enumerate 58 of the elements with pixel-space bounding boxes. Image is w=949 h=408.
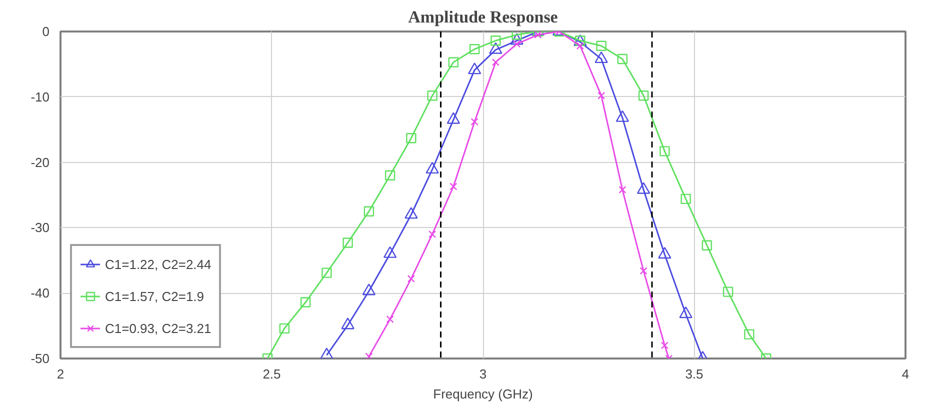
point — [300, 297, 311, 308]
x-tick-label: 2.5 — [262, 366, 281, 382]
y-tick-label: -30 — [30, 220, 50, 236]
point — [636, 182, 650, 194]
x-tick-label: 4 — [902, 366, 910, 382]
point — [660, 146, 670, 156]
point — [490, 36, 501, 46]
point — [640, 267, 648, 275]
point — [617, 54, 628, 64]
point — [322, 268, 332, 278]
point — [680, 194, 691, 204]
legend-label: C1=0.93, C2=3.21 — [105, 320, 212, 336]
y-tick-label: 0 — [42, 24, 50, 39]
point — [722, 286, 734, 297]
point — [279, 323, 290, 334]
point — [404, 207, 418, 219]
x-tick-label: 2 — [56, 366, 64, 382]
point — [679, 306, 692, 318]
point — [426, 162, 439, 174]
y-tick-label: -20 — [30, 154, 50, 170]
point — [365, 352, 373, 358]
point — [576, 42, 584, 50]
y-tick-label: -10 — [30, 89, 50, 104]
legend-label: C1=1.22, C2=2.44 — [105, 256, 212, 272]
point — [660, 342, 668, 350]
point — [702, 240, 712, 250]
x-tick-label: 3.5 — [685, 366, 704, 382]
point — [407, 274, 415, 282]
point — [342, 238, 353, 248]
point — [383, 246, 397, 258]
point — [428, 230, 436, 238]
point — [341, 318, 354, 330]
point — [470, 118, 478, 126]
point — [512, 32, 522, 40]
y-tick-label: -40 — [30, 286, 50, 301]
point — [513, 40, 521, 48]
point — [469, 44, 480, 54]
point — [406, 133, 416, 144]
y-tick-label: -50 — [30, 351, 50, 366]
point — [596, 40, 606, 51]
chart-title: Amplitude Response — [408, 8, 558, 26]
point — [618, 186, 626, 194]
point — [658, 246, 672, 259]
point — [427, 90, 438, 101]
point — [598, 92, 606, 100]
point — [384, 170, 396, 180]
point — [450, 182, 458, 190]
point — [364, 206, 374, 216]
point — [448, 57, 459, 68]
point — [744, 329, 754, 340]
x-axis-title: Frequency (GHz) — [433, 386, 533, 402]
point — [638, 90, 649, 101]
point — [492, 58, 500, 66]
point — [362, 284, 376, 296]
x-tick-label: 3 — [479, 366, 487, 382]
point — [386, 315, 394, 324]
point — [320, 348, 334, 358]
legend-label: C1=1.57, C2=1.9 — [105, 288, 204, 304]
